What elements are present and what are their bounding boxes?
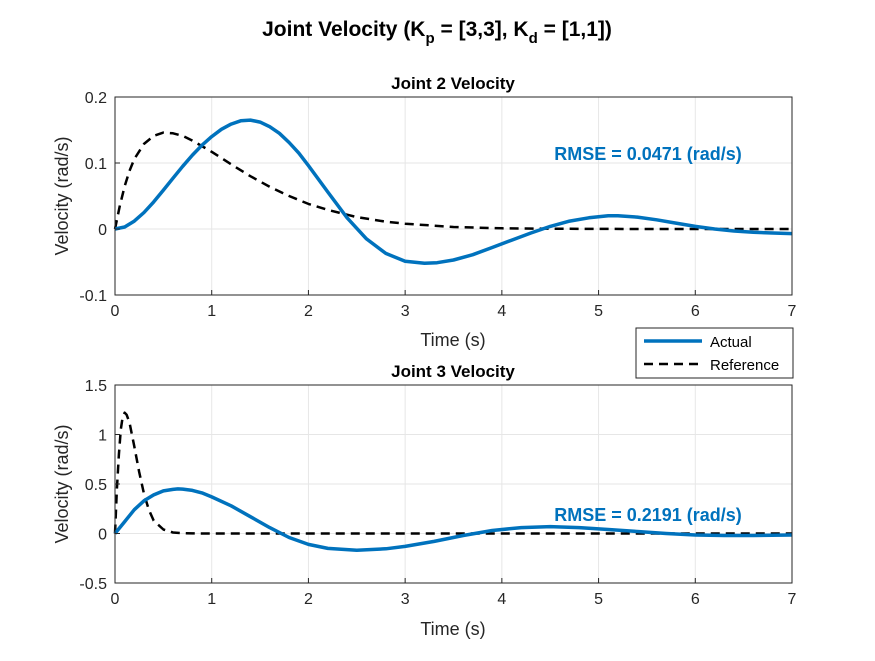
x-tick-label: 0 xyxy=(111,303,120,320)
series-reference-line xyxy=(113,411,792,535)
x-tick-label: 3 xyxy=(401,303,410,320)
x-tick-label: 2 xyxy=(304,303,313,320)
x-tick-label: 5 xyxy=(594,303,603,320)
legend: Actual Reference xyxy=(635,327,794,379)
series-actual-line xyxy=(113,487,793,553)
y-tick-label: 1 xyxy=(98,428,107,445)
x-tick-label: 6 xyxy=(691,591,700,608)
x-ticks: 0 1 2 3 4 5 6 7 xyxy=(111,290,797,320)
series-lines xyxy=(113,411,793,553)
x-tick-label: 4 xyxy=(497,303,506,320)
x-tick-label: 3 xyxy=(401,591,410,608)
plot-frame xyxy=(114,96,793,296)
axes-title: Joint 2 Velocity xyxy=(391,74,515,93)
y-ticks: -0.1 0 0.1 0.2 xyxy=(79,90,120,305)
x-tick-label: 1 xyxy=(207,303,216,320)
x-tick-label: 7 xyxy=(788,591,797,608)
x-tick-label: 2 xyxy=(304,591,313,608)
legend-actual-label: Actual xyxy=(710,334,752,351)
series-actual-line xyxy=(114,118,793,266)
x-axis-label: Time (s) xyxy=(420,330,485,350)
x-ticks: 0 1 2 3 4 5 6 7 xyxy=(111,578,797,608)
y-tick-label: 0.5 xyxy=(85,477,107,494)
legend-reference-label: Reference xyxy=(710,357,779,374)
x-tick-label: 7 xyxy=(788,303,797,320)
figure-title: Joint Velocity (Kp = [3,3], Kd = [1,1]) xyxy=(262,18,612,47)
x-tick-label: 1 xyxy=(207,591,216,608)
y-axis-label: Velocity (rad/s) xyxy=(52,136,72,255)
y-tick-label: 0.1 xyxy=(85,156,107,173)
legend-box xyxy=(635,327,794,379)
y-tick-label: -0.5 xyxy=(79,576,107,593)
x-tick-label: 6 xyxy=(691,303,700,320)
axes-title: Joint 3 Velocity xyxy=(391,362,515,381)
y-tick-label: 0 xyxy=(98,222,107,239)
x-tick-label: 4 xyxy=(497,591,506,608)
x-tick-label: 5 xyxy=(594,591,603,608)
rmse-annotation: RMSE = 0.2191 (rad/s) xyxy=(554,505,742,525)
y-ticks: -0.5 0 0.5 1 1.5 xyxy=(79,378,120,593)
y-axis-label: Velocity (rad/s) xyxy=(52,424,72,543)
plot-area xyxy=(115,97,792,295)
y-tick-label: 0.2 xyxy=(85,90,107,107)
series-lines xyxy=(113,118,793,266)
rmse-annotation: RMSE = 0.0471 (rad/s) xyxy=(554,144,742,164)
x-axis-label: Time (s) xyxy=(420,619,485,639)
y-tick-label: -0.1 xyxy=(79,288,107,305)
y-tick-label: 1.5 xyxy=(85,378,107,395)
y-tick-label: 0 xyxy=(98,527,107,544)
x-tick-label: 0 xyxy=(111,591,120,608)
